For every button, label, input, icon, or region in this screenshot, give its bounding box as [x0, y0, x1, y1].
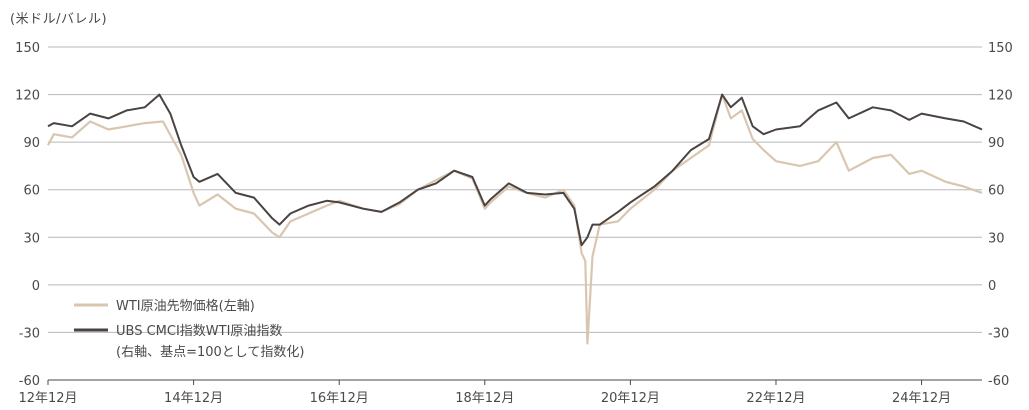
- y-tick-label-right: 30: [988, 231, 1005, 246]
- y-tick-label-right: -30: [988, 326, 1009, 341]
- y-tick-label-left: 90: [23, 136, 40, 151]
- y-tick-label-left: 60: [23, 184, 40, 199]
- y-tick-label-left: 150: [15, 41, 40, 56]
- y-tick-label-right: 60: [988, 184, 1005, 199]
- x-tick-label: 14年12月: [164, 391, 223, 406]
- series-line-ubs-cmci: [47, 93, 983, 247]
- series-line-wti: [47, 93, 983, 345]
- y-tick-label-left: 0: [32, 279, 40, 294]
- y-tick-label-right: 120: [988, 89, 1013, 104]
- y-tick-label-left: -60: [19, 374, 40, 389]
- y-tick-label-right: -60: [988, 374, 1009, 389]
- x-tick-label: 20年12月: [601, 391, 660, 406]
- x-tick-label: 16年12月: [310, 391, 369, 406]
- y-tick-label-left: 120: [15, 89, 40, 104]
- y-tick-label-right: 150: [988, 41, 1013, 56]
- y-tick-label-right: 0: [988, 279, 996, 294]
- x-tick-label: 24年12月: [892, 391, 951, 406]
- unit-label: (米ドル/バレル): [10, 12, 108, 27]
- x-tick-label: 12年12月: [18, 391, 77, 406]
- y-tick-label-left: 30: [23, 231, 40, 246]
- x-tick-label: 22年12月: [746, 391, 805, 406]
- legend-note: (右軸、基点=100として指数化): [116, 345, 304, 360]
- x-tick-label: 18年12月: [455, 391, 514, 406]
- legend-label: WTI原油先物価格(左軸): [116, 298, 255, 314]
- y-tick-label-left: -30: [19, 326, 40, 341]
- legend-label: UBS CMCI指数WTI原油指数: [116, 324, 282, 339]
- y-tick-label-right: 90: [988, 136, 1005, 151]
